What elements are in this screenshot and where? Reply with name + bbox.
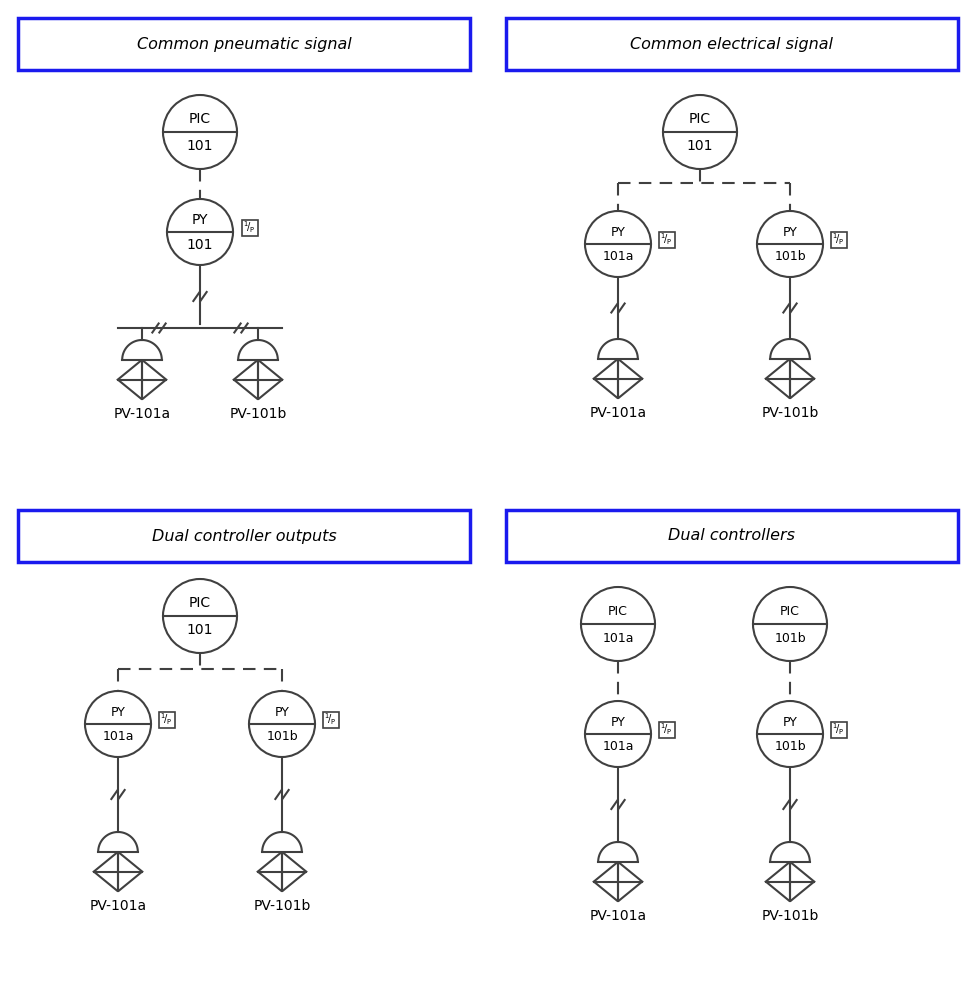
Circle shape <box>581 587 655 661</box>
Text: 101b: 101b <box>774 250 806 263</box>
Circle shape <box>757 211 823 277</box>
Text: 101a: 101a <box>102 730 134 744</box>
Text: $\mathdefault{^1\!/}_{\mathdefault{P}}$: $\mathdefault{^1\!/}_{\mathdefault{P}}$ <box>660 722 672 737</box>
Text: PY: PY <box>611 716 626 729</box>
Text: PY: PY <box>611 226 626 239</box>
Text: 101b: 101b <box>774 631 806 644</box>
Text: PIC: PIC <box>608 604 628 617</box>
Text: Dual controller outputs: Dual controller outputs <box>151 529 337 544</box>
Text: 101: 101 <box>186 139 213 153</box>
Text: 101: 101 <box>687 139 713 153</box>
Text: PY: PY <box>783 716 797 729</box>
Text: $\mathdefault{^1\!/}_{\mathdefault{P}}$: $\mathdefault{^1\!/}_{\mathdefault{P}}$ <box>160 711 172 727</box>
Text: PV-101a: PV-101a <box>90 900 146 913</box>
Text: PV-101a: PV-101a <box>590 910 646 923</box>
Text: PV-101a: PV-101a <box>113 408 171 421</box>
Text: 101a: 101a <box>602 741 633 753</box>
Circle shape <box>163 579 237 653</box>
Bar <box>18 18 470 70</box>
Bar <box>659 722 675 738</box>
Text: 101b: 101b <box>266 730 298 744</box>
Text: PV-101b: PV-101b <box>254 900 310 913</box>
Bar <box>831 722 847 738</box>
Text: PV-101b: PV-101b <box>761 910 819 923</box>
Bar <box>242 220 258 236</box>
Text: PY: PY <box>274 706 290 719</box>
Bar <box>659 232 675 248</box>
Bar <box>323 712 339 728</box>
Circle shape <box>585 701 651 767</box>
Text: Dual controllers: Dual controllers <box>669 529 795 544</box>
Circle shape <box>585 211 651 277</box>
Text: 101b: 101b <box>774 741 806 753</box>
Circle shape <box>249 691 315 757</box>
Bar <box>159 712 175 728</box>
Circle shape <box>757 701 823 767</box>
Bar <box>831 232 847 248</box>
Text: PV-101b: PV-101b <box>761 407 819 420</box>
Text: PIC: PIC <box>780 604 800 617</box>
Text: PY: PY <box>110 706 126 719</box>
Bar <box>506 510 958 562</box>
Text: $\mathdefault{^1\!/}_{\mathdefault{P}}$: $\mathdefault{^1\!/}_{\mathdefault{P}}$ <box>660 232 672 247</box>
Text: Common electrical signal: Common electrical signal <box>630 37 834 52</box>
Text: 101a: 101a <box>602 250 633 263</box>
Text: PIC: PIC <box>189 112 211 126</box>
Circle shape <box>167 199 233 265</box>
Circle shape <box>163 95 237 169</box>
Text: $\mathdefault{^1\!/}_{\mathdefault{P}}$: $\mathdefault{^1\!/}_{\mathdefault{P}}$ <box>324 711 336 727</box>
Circle shape <box>753 587 827 661</box>
Text: PIC: PIC <box>189 596 211 610</box>
Text: 101: 101 <box>186 238 213 251</box>
Circle shape <box>85 691 151 757</box>
Text: PIC: PIC <box>689 112 712 126</box>
Text: PY: PY <box>191 214 208 228</box>
Text: 101: 101 <box>186 623 213 637</box>
Text: $\mathdefault{^1\!/}_{\mathdefault{P}}$: $\mathdefault{^1\!/}_{\mathdefault{P}}$ <box>243 220 255 235</box>
Circle shape <box>663 95 737 169</box>
Text: PV-101b: PV-101b <box>229 408 287 421</box>
Text: Common pneumatic signal: Common pneumatic signal <box>137 37 351 52</box>
Bar <box>18 510 470 562</box>
Text: $\mathdefault{^1\!/}_{\mathdefault{P}}$: $\mathdefault{^1\!/}_{\mathdefault{P}}$ <box>832 232 844 247</box>
Bar <box>506 18 958 70</box>
Text: PY: PY <box>783 226 797 239</box>
Text: PV-101a: PV-101a <box>590 407 646 420</box>
Text: 101a: 101a <box>602 631 633 644</box>
Text: $\mathdefault{^1\!/}_{\mathdefault{P}}$: $\mathdefault{^1\!/}_{\mathdefault{P}}$ <box>832 722 844 737</box>
